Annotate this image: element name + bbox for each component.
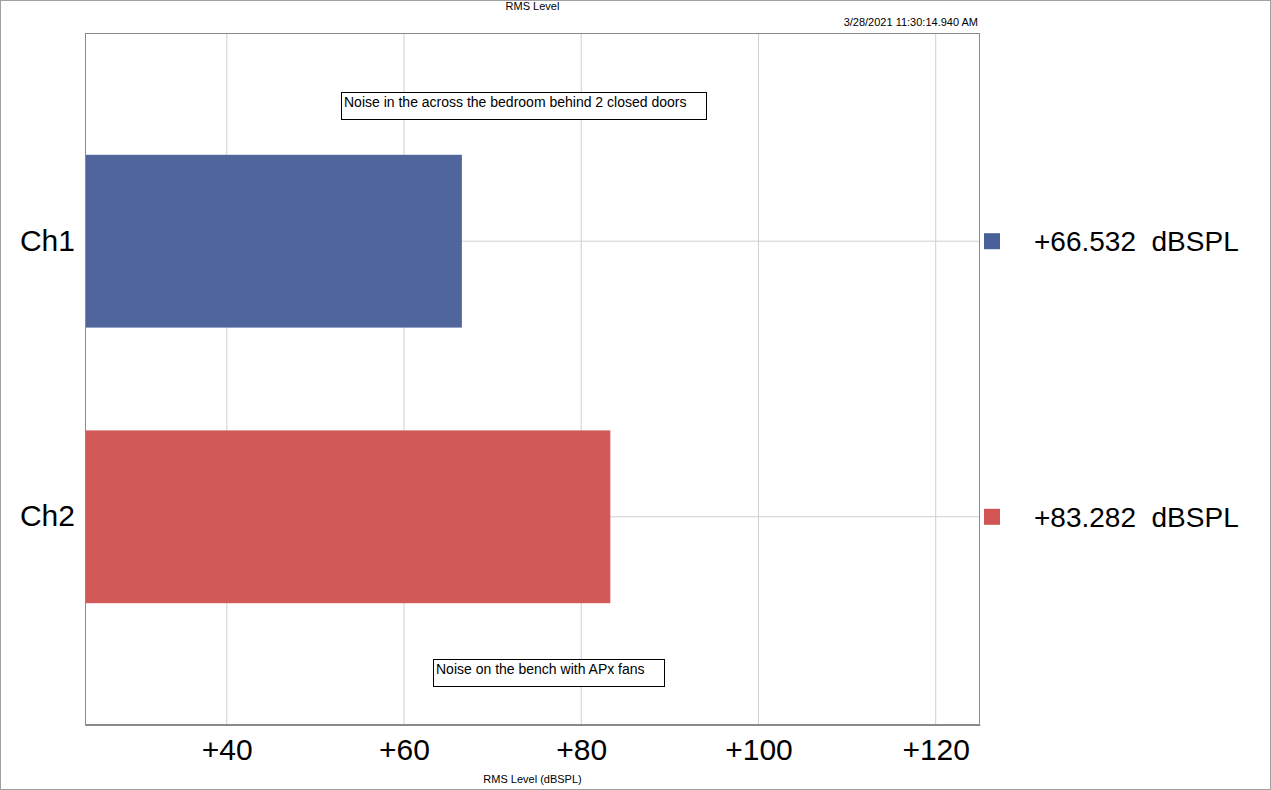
annotations: Noise in the across the bedroom behind 2… xyxy=(342,93,707,687)
x-grid-line xyxy=(758,33,759,725)
y-tick-label: Ch2 xyxy=(20,499,75,532)
x-tick: +40 xyxy=(202,725,253,766)
x-tick: +80 xyxy=(556,725,607,766)
annotation: Noise in the across the bedroom behind 2… xyxy=(342,93,707,120)
x-axis-title: RMS Level (dBSPL) xyxy=(483,773,581,785)
annotation-box xyxy=(434,660,665,687)
subtitle: 3/28/2021 11:30:14.940 AM xyxy=(844,16,978,28)
plot-frame xyxy=(86,34,980,725)
data-label: +66.532 dBSPL xyxy=(1034,226,1239,257)
label-swatch xyxy=(984,233,1000,249)
annotation-box xyxy=(342,93,707,120)
y-axis-line xyxy=(85,34,86,726)
plot-area xyxy=(85,33,980,725)
x-tick-label: +40 xyxy=(202,733,253,766)
x-tick-label: +120 xyxy=(902,733,970,766)
y-axis: Ch1 Ch2 xyxy=(20,34,86,726)
data-label: +83.282 dBSPL xyxy=(1034,502,1239,533)
x-grid-line xyxy=(935,33,936,725)
x-tick-label: +60 xyxy=(379,733,430,766)
x-tick-label: +80 xyxy=(556,733,607,766)
y-tick: Ch1 xyxy=(20,224,85,257)
y-tick-label: Ch1 xyxy=(20,224,75,257)
y-tick: Ch2 xyxy=(20,499,85,532)
bar xyxy=(85,430,610,603)
x-tick-label: +100 xyxy=(725,733,793,766)
annotation-text: Noise in the across the bedroom behind 2… xyxy=(344,94,686,110)
bars xyxy=(85,155,610,603)
annotation: Noise on the bench with APx fans xyxy=(434,660,665,687)
chart: +40 +60 +80 +100 +120 Ch1 Ch2 RMS Level 3/28/202… xyxy=(0,0,1271,790)
label-swatch xyxy=(984,509,1000,525)
x-tick: +100 xyxy=(725,725,793,766)
x-tick: +60 xyxy=(379,725,430,766)
x-axis: +40 +60 +80 +100 +120 xyxy=(86,725,981,766)
bar xyxy=(85,155,462,328)
x-grid-line xyxy=(581,33,582,725)
x-tick: +120 xyxy=(902,725,970,766)
annotation-text: Noise on the bench with APx fans xyxy=(436,661,645,677)
data-labels: +66.532 dBSPL +83.282 dBSPL xyxy=(984,226,1239,533)
page-frame xyxy=(1,1,1271,790)
x-axis-line xyxy=(86,725,981,726)
x-grid-line xyxy=(404,33,405,725)
title: RMS Level xyxy=(506,0,560,12)
x-grid-line xyxy=(226,33,227,725)
grid xyxy=(85,33,980,725)
